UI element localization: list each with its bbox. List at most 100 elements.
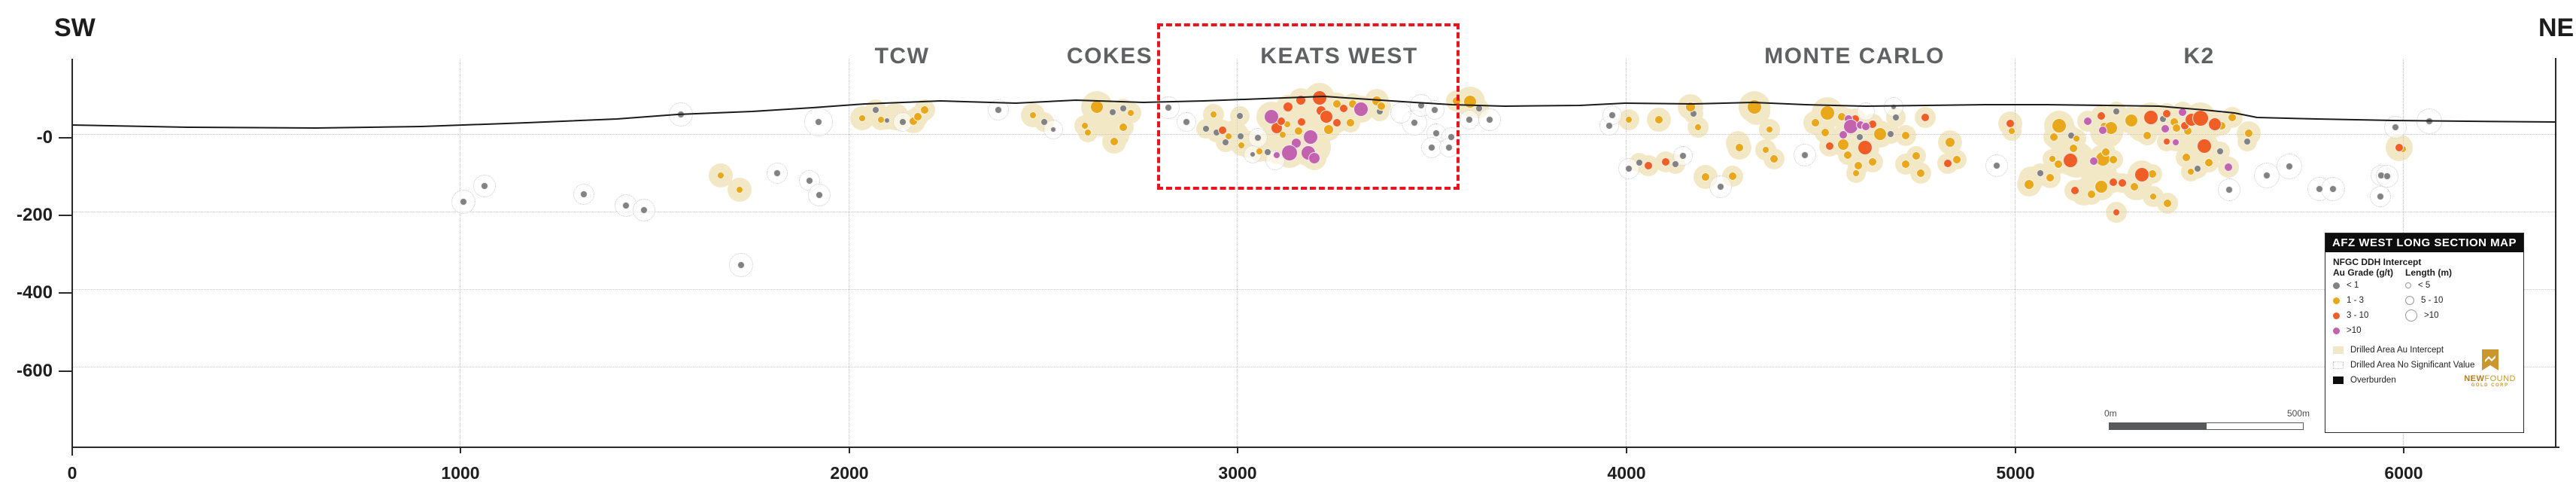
- horizontal-gridline: [71, 289, 2555, 290]
- intercept-dot: [1993, 162, 2000, 169]
- intercept-dot: [1029, 111, 1037, 119]
- intercept-dot: [1892, 114, 1900, 121]
- drilled-area-au-swatch-icon: [2333, 346, 2344, 354]
- intercept-dot: [2143, 110, 2158, 125]
- intercept-dot: [1887, 130, 1894, 138]
- intercept-dot: [2008, 127, 2016, 135]
- x-axis-tick-label: 0: [67, 463, 77, 483]
- intercept-dot: [1279, 131, 1286, 139]
- intercept-dot: [1256, 148, 1263, 155]
- intercept-dot: [622, 202, 630, 209]
- intercept-dot: [2113, 209, 2120, 216]
- intercept-dot: [773, 169, 781, 177]
- intercept-dot: [2329, 185, 2337, 193]
- grade-1-3-label: 1 - 3: [2347, 296, 2365, 305]
- intercept-dot: [2087, 190, 2096, 199]
- intercept-dot: [1762, 146, 1769, 154]
- intercept-dot: [2392, 123, 2399, 131]
- intercept-dot: [816, 191, 823, 199]
- intercept-dot: [2208, 117, 2222, 131]
- legend-overburden: Overburden: [2333, 373, 2516, 388]
- intercept-dot: [1837, 139, 1849, 151]
- intercept-dot: [1084, 129, 1092, 136]
- intercept-dot: [1717, 183, 1724, 191]
- y-axis-tick: [59, 370, 71, 372]
- intercept-dot: [2263, 172, 2271, 179]
- scalebar: [2109, 422, 2304, 430]
- intercept-dot: [1447, 133, 1455, 141]
- intercept-dot: [1952, 155, 1961, 164]
- intercept-dot: [899, 118, 907, 126]
- zone-label-monte-carlo: MONTE CARLO: [1764, 44, 1945, 69]
- legend-grade-item: < 1: [2333, 278, 2405, 293]
- x-axis-tick-label: 5000: [1996, 463, 2035, 483]
- intercept-dot: [1273, 151, 1280, 159]
- intercept-dot: [1303, 130, 1318, 145]
- intercept-dot: [1945, 137, 1955, 148]
- intercept-dot: [2130, 182, 2139, 191]
- intercept-dot: [2377, 193, 2384, 200]
- intercept-dot: [806, 177, 813, 184]
- y-axis-tick-label: -0: [36, 127, 53, 148]
- y-axis-tick: [59, 292, 71, 294]
- intercept-dot: [2163, 138, 2170, 145]
- grade-1-3-dot-icon: [2333, 297, 2340, 304]
- intercept-dot: [2225, 186, 2233, 194]
- intercept-dot: [1843, 151, 1852, 160]
- x-axis-tick: [1237, 447, 1238, 453]
- legend-length-item: < 5: [2405, 278, 2452, 293]
- intercept-dot: [1679, 152, 1687, 160]
- intercept-dot: [1428, 144, 1435, 151]
- intercept-dot: [1636, 159, 1643, 166]
- x-axis-line: [71, 447, 2559, 448]
- logo-pennant-icon: [2481, 349, 2499, 370]
- intercept-dot: [2109, 178, 2118, 187]
- intercept-dot: [2216, 148, 2224, 155]
- scalebar-500m-label: 500m: [2287, 408, 2310, 419]
- intercept-dot: [1040, 118, 1048, 126]
- intercept-dot: [2006, 119, 2015, 128]
- legend-grade-item: 1 - 3: [2333, 293, 2405, 308]
- intercept-dot: [1466, 116, 1473, 123]
- intercept-dot: [2070, 186, 2079, 195]
- intercept-dot: [580, 191, 588, 198]
- intercept-dot: [1661, 157, 1670, 166]
- grade-3-10-dot-icon: [2333, 312, 2340, 319]
- y-axis-tick-label: -200: [16, 205, 53, 225]
- intercept-dot: [1654, 115, 1663, 124]
- intercept-dot: [1463, 95, 1477, 108]
- x-axis-tick-label: 3000: [1218, 463, 1257, 483]
- scalebar-zero-label: 0m: [2104, 408, 2117, 419]
- legend-grade-header: Au Grade (g/t): [2333, 267, 2393, 278]
- intercept-dot: [2149, 193, 2157, 200]
- grade-gt10-dot-icon: [2333, 327, 2340, 334]
- legend-length-item: 5 - 10: [2405, 293, 2452, 308]
- x-axis-tick: [849, 447, 850, 453]
- intercept-dot: [2054, 160, 2063, 169]
- intercept-dot: [2316, 185, 2323, 193]
- intercept-dot: [1281, 145, 1298, 161]
- intercept-dot: [2109, 155, 2118, 164]
- intercept-dot: [1811, 118, 1820, 127]
- legend-subtitle: NFGC DDH Intercept: [2333, 257, 2422, 267]
- x-axis-tick: [71, 447, 73, 453]
- intercept-dot: [872, 106, 879, 114]
- x-axis-tick-label: 1000: [441, 463, 480, 483]
- intercept-dot: [2083, 117, 2092, 126]
- intercept-dot: [1839, 130, 1848, 139]
- intercept-dot: [2162, 109, 2171, 118]
- x-axis-tick: [1626, 447, 1627, 453]
- intercept-dot: [1891, 104, 1897, 110]
- intercept-dot: [2113, 108, 2120, 115]
- intercept-dot: [1820, 105, 1835, 120]
- intercept-dot: [736, 186, 743, 194]
- intercept-dot: [717, 172, 724, 179]
- x-axis-tick-label: 2000: [830, 463, 869, 483]
- intercept-dot: [1308, 152, 1320, 164]
- x-axis-tick: [460, 447, 461, 453]
- intercept-dot: [2224, 163, 2233, 172]
- intercept-dot: [2187, 168, 2195, 175]
- intercept-dot: [1445, 144, 1453, 151]
- overburden-swatch-icon: [2333, 376, 2344, 384]
- intercept-dot: [1852, 169, 1860, 177]
